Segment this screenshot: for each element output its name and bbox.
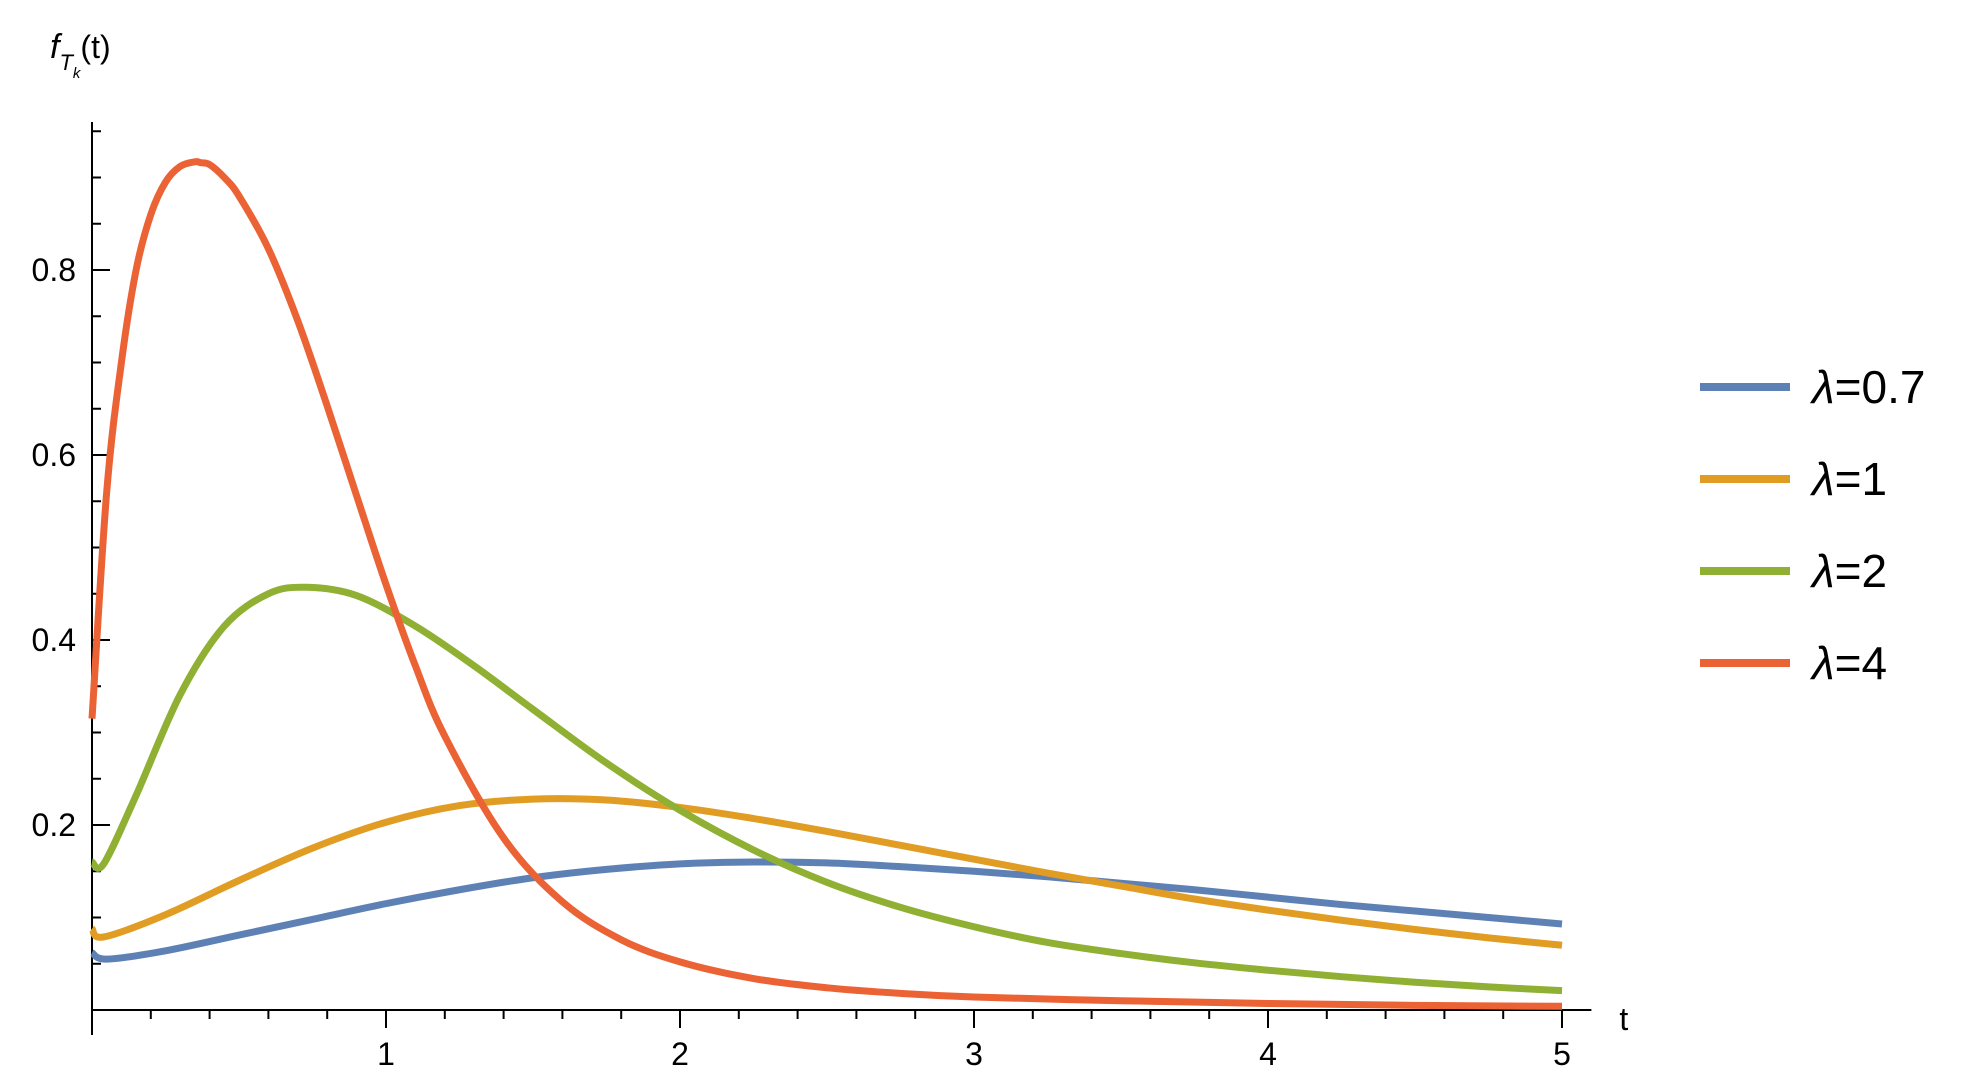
legend-label-2: λ=1 [1809,453,1887,505]
series-line-4 [88,158,1563,1010]
y-tick-label: 0.6 [32,437,76,473]
x-tick-label: 4 [1259,1036,1277,1072]
legend-label-3: λ=2 [1809,545,1887,597]
y-axis-title: fTk(t) [50,28,111,82]
x-tick-label: 5 [1553,1036,1571,1072]
series-line-1 [89,858,1563,963]
axes: 1 2 3 4 5 0.2 0.4 0.6 0.8 t fTk(t) [32,28,1629,1072]
legend-label-1: λ=0.7 [1809,361,1925,413]
x-axis-title: t [1619,1001,1628,1037]
series-line-2 [89,795,1563,949]
plot-area [88,158,1563,1010]
y-tick-label: 0.8 [32,252,76,288]
y-tick-label: 0.4 [32,622,76,658]
legend: λ=0.7 λ=1 λ=2 λ=4 [1700,361,1925,689]
x-tick-label: 3 [965,1036,983,1072]
x-tick-label: 1 [377,1036,395,1072]
legend-label-4: λ=4 [1809,637,1887,689]
y-tick-label: 0.2 [32,807,76,843]
x-tick-label: 2 [671,1036,689,1072]
series-line-3 [89,583,1563,995]
